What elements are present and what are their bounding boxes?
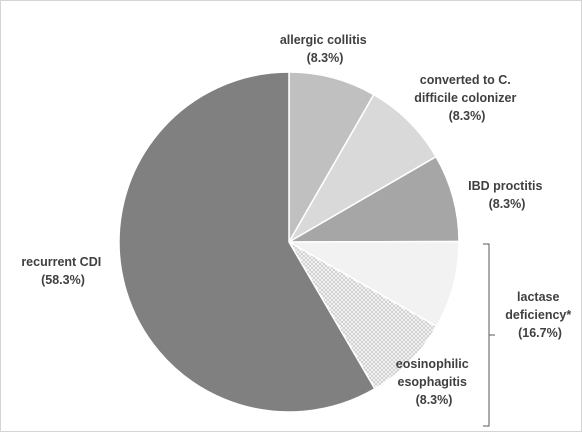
slice-lactase-deficiency-other: [286, 240, 460, 328]
label-ibd-proctitis: IBD proctitis (8.3%): [468, 179, 546, 211]
slice-allergic-collitis: [288, 71, 375, 245]
label-eosinophilic-esophagitis: eosinophilic esophagitis (8.3%): [396, 357, 472, 407]
label-allergic-collitis: allergic collitis (8.3%): [280, 33, 370, 65]
lactase-deficiency-bracket: [483, 243, 495, 427]
slice-eosinophilic-esophagitis: [286, 239, 438, 390]
label-lactase-deficiency: lactase deficiency* (16.7%): [505, 290, 575, 340]
slice-recurrent-cdi: [118, 71, 376, 413]
slice-converted-to-c-difficile-colonizer: [286, 93, 438, 245]
label-recurrent-cdi: recurrent CDI (58.3%): [21, 255, 104, 287]
label-converted-to-c-difficile-colonizer: converted to C. difficile colonizer (8.3…: [414, 73, 520, 123]
slice-ibd-proctitis: [286, 155, 460, 243]
